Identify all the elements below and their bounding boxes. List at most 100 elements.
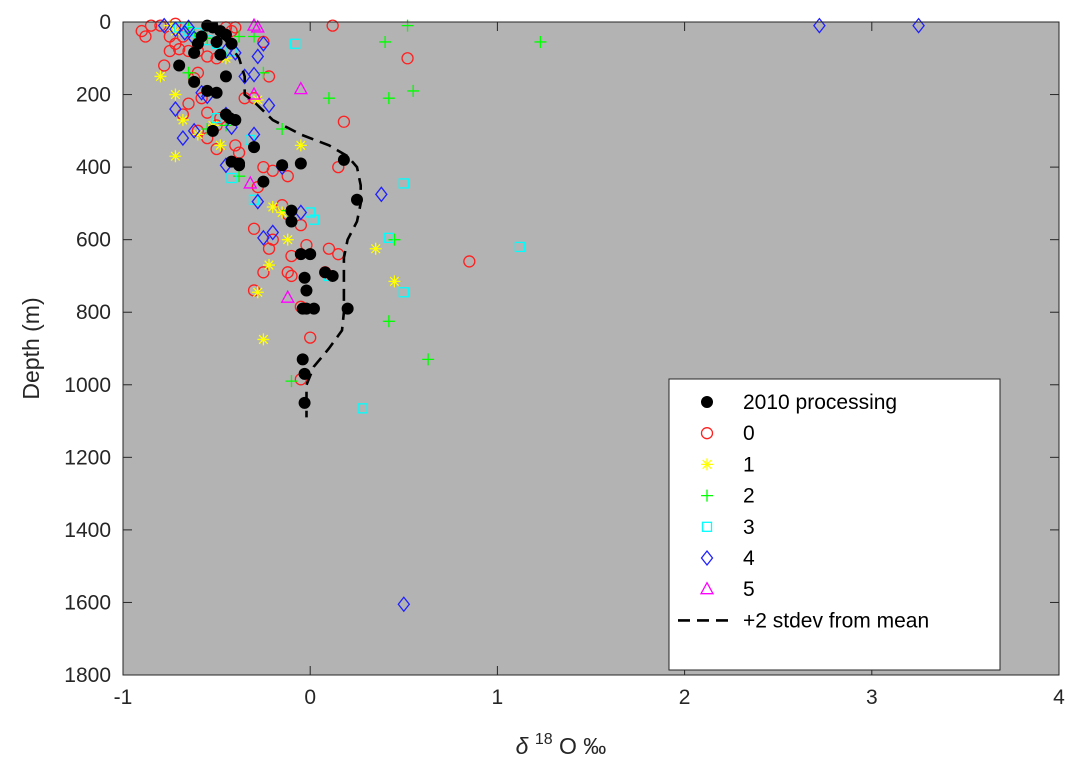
series-4-point: [375, 186, 388, 203]
legend-label: 0: [743, 422, 755, 445]
series-0-point: [144, 19, 158, 32]
series-2010-processing-point: [233, 159, 246, 172]
series-3-point: [398, 178, 409, 189]
series-3-point: [211, 112, 222, 124]
series-0-point: [304, 331, 317, 344]
series-5-point: [246, 86, 262, 100]
series-1-point: [266, 201, 279, 214]
series-1-point: [251, 286, 264, 299]
series-2-point: [382, 315, 395, 328]
series-4-point: [228, 44, 242, 61]
series-4-point: [157, 17, 171, 34]
y-tick-label: 0: [99, 11, 111, 34]
series-3-point: [308, 214, 320, 225]
series-1-point: [251, 93, 264, 106]
x-tick-label: 3: [866, 686, 878, 709]
series-2-point: [233, 30, 246, 43]
series-0-point: [262, 242, 276, 255]
series-5-point: [250, 19, 265, 33]
legend: 2010 processing 0 1 2 3 4 5 +2 stdev from mean: [668, 378, 1001, 671]
legend-label: 1: [743, 453, 755, 476]
series-2010-processing-point: [296, 302, 309, 315]
series-4-point: [176, 130, 190, 147]
series-2010-processing-point: [307, 302, 320, 315]
y-tick-label: 1200: [64, 446, 111, 469]
series-1-point: [154, 70, 167, 83]
series-2-point: [322, 92, 335, 105]
series-4-point: [397, 596, 411, 613]
series-2010-processing-point: [294, 157, 307, 170]
series-4-point: [266, 224, 280, 241]
series-2010-processing-point: [206, 124, 219, 137]
series-0-point: [285, 269, 298, 283]
series-0-point: [401, 52, 414, 65]
y-tick-label: 400: [76, 156, 111, 179]
series-2-point: [276, 123, 289, 136]
series-0-point: [281, 170, 294, 183]
legend-item-0: 0: [700, 422, 755, 445]
series-2010-processing-point: [300, 284, 313, 297]
x-axis-label-suffix: O ‰: [559, 733, 606, 759]
x-axis-label-prefix: δ: [516, 733, 529, 759]
series-4-point: [251, 193, 265, 210]
series-4-point: [169, 21, 182, 38]
y-tick-label: 200: [76, 84, 111, 107]
series-1-point: [294, 139, 307, 152]
series-0-point: [257, 266, 270, 279]
series-2010-processing-point: [229, 113, 242, 126]
y-axis-label: Depth (m): [18, 297, 44, 399]
series-4-point: [178, 24, 192, 41]
legend-marker: [700, 427, 714, 440]
series-1-point: [276, 206, 289, 219]
series-0-point: [337, 115, 351, 128]
legend-marker: [701, 396, 713, 408]
series-4-point: [169, 101, 182, 118]
series-4-point: [247, 66, 261, 83]
x-tick-label: 1: [492, 686, 504, 709]
legend-item-3: 3: [701, 516, 755, 539]
series-0-point: [326, 19, 339, 32]
axis-ticks: -1 0 1 2 3 4 0 200 400 600 800 1000 1200 1400 1600 1800: [64, 11, 1065, 709]
y-tick-label: 1400: [64, 519, 111, 542]
legend-marker: [701, 458, 713, 471]
series-2010-processing-point: [326, 269, 339, 282]
series-4-point: [187, 122, 201, 139]
series-3-point: [226, 172, 237, 184]
series-2010-processing-point: [225, 37, 238, 50]
series-3-point: [383, 232, 394, 244]
series-0-point: [201, 106, 214, 119]
series-4-point: [912, 17, 925, 34]
legend-marker: [701, 489, 713, 502]
series-2010-processing-point: [210, 86, 223, 99]
legend-marker: [700, 549, 714, 567]
legend-label: 2: [743, 485, 755, 508]
series-0-point: [176, 30, 190, 43]
series-1-point: [263, 259, 276, 272]
series-2-point: [285, 375, 298, 388]
series-2-point: [422, 353, 435, 366]
legend-marker: [699, 581, 715, 595]
data-marks: [135, 17, 925, 613]
series-2010-processing-point: [214, 48, 227, 61]
series-1-point: [169, 25, 182, 38]
legend-item-4: 4: [700, 547, 755, 570]
x-tick-label: -1: [114, 686, 133, 709]
series-3-point: [398, 287, 409, 298]
series-1-point: [176, 113, 189, 126]
series-2010-processing-point: [285, 204, 298, 217]
series-2010-processing-point: [285, 215, 298, 228]
series-1-point: [169, 88, 182, 101]
legend-label: 3: [743, 516, 755, 539]
series-1-point: [257, 333, 270, 346]
series-2010-processing-point: [294, 248, 307, 261]
legend-item-2010-processing: 2010 processing: [701, 391, 897, 414]
series-0-point: [139, 30, 152, 43]
series-2-point: [382, 92, 395, 105]
series-0-point: [163, 44, 176, 58]
series-2010-processing-point: [257, 175, 270, 188]
legend-label: 2010 processing: [743, 391, 897, 414]
series-4-point: [251, 48, 265, 65]
series-0-point: [182, 97, 195, 110]
